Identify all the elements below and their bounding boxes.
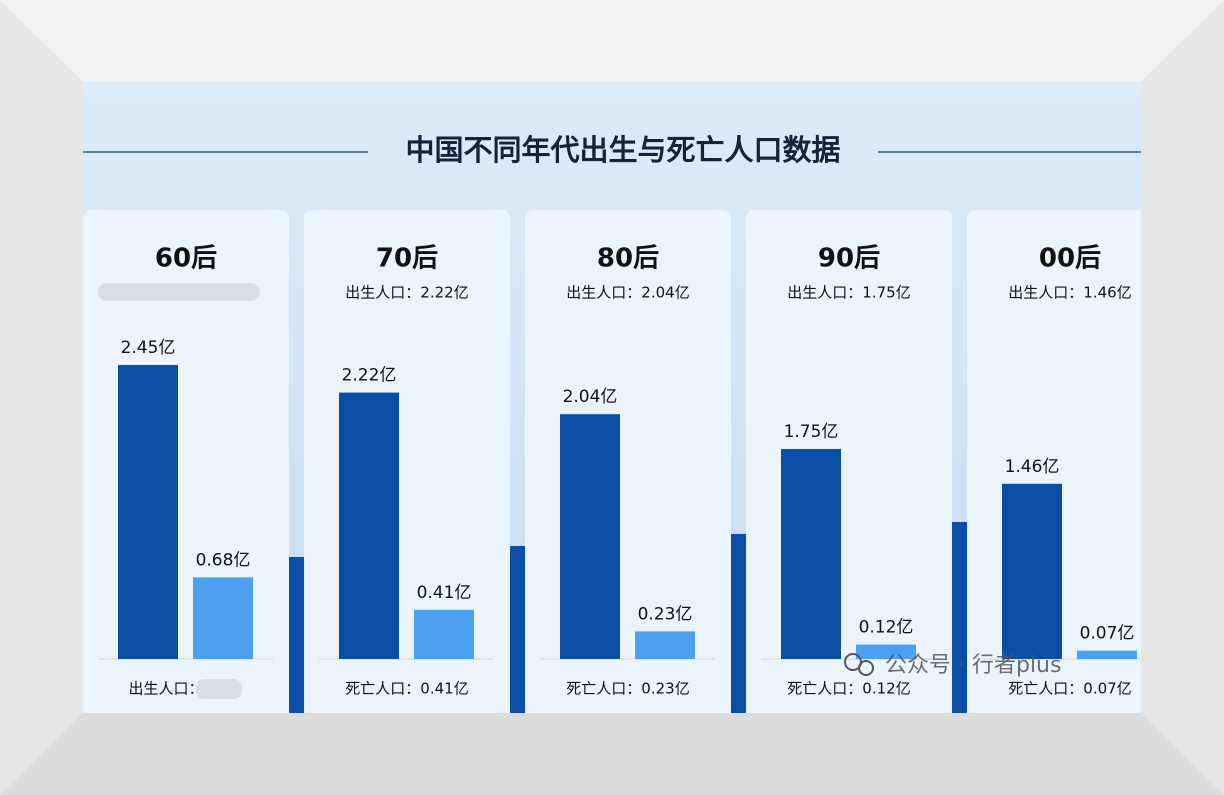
card-note: 死亡人口：0.07亿 bbox=[1008, 680, 1131, 698]
bar bbox=[193, 577, 253, 659]
bar bbox=[414, 609, 474, 659]
card-note: 死亡人口：0.41亿 bbox=[345, 680, 468, 698]
value-label: 0.12亿 bbox=[859, 618, 914, 638]
bar bbox=[1002, 483, 1062, 659]
value-label: 2.22亿 bbox=[342, 366, 397, 386]
value-label: 1.75亿 bbox=[784, 422, 839, 442]
card-title: 00后 bbox=[1039, 244, 1101, 274]
bar bbox=[1077, 650, 1137, 659]
page-title: 中国不同年代出生与死亡人口数据 bbox=[405, 133, 840, 167]
blurred-note bbox=[196, 679, 242, 699]
bar bbox=[560, 414, 620, 659]
frame-bevel bbox=[0, 0, 1224, 82]
card-note: 死亡人口：0.23亿 bbox=[566, 680, 689, 698]
blurred-subtitle bbox=[98, 283, 260, 301]
card-title: 80后 bbox=[597, 244, 659, 274]
bar bbox=[635, 631, 695, 659]
bar bbox=[781, 449, 841, 659]
value-label: 0.68亿 bbox=[196, 550, 251, 570]
value-label: 2.45亿 bbox=[121, 338, 176, 358]
divider-strip bbox=[510, 546, 526, 713]
divider-strip bbox=[952, 522, 968, 713]
card-note: 出生人口： bbox=[128, 680, 203, 698]
bar bbox=[118, 365, 178, 659]
value-label: 0.41亿 bbox=[417, 583, 472, 603]
card-note: 死亡人口：0.12亿 bbox=[787, 680, 910, 698]
card-subtitle: 出生人口：1.75亿 bbox=[787, 284, 910, 302]
divider-strip bbox=[289, 557, 305, 713]
card-subtitle: 出生人口：1.46亿 bbox=[1008, 284, 1131, 302]
divider-strip bbox=[731, 534, 747, 713]
card-title: 60后 bbox=[155, 244, 217, 274]
bar bbox=[339, 392, 399, 659]
card-title: 90后 bbox=[818, 244, 880, 274]
value-label: 0.07亿 bbox=[1080, 624, 1135, 644]
watermark-icon bbox=[858, 660, 874, 676]
card-title: 70后 bbox=[376, 244, 438, 274]
value-label: 0.23亿 bbox=[638, 604, 693, 624]
value-label: 2.04亿 bbox=[563, 387, 618, 407]
frame-bevel bbox=[0, 713, 1224, 795]
card-subtitle: 出生人口：2.04亿 bbox=[566, 284, 689, 302]
watermark: 公众号 · 行者plus bbox=[885, 653, 1061, 678]
value-label: 1.46亿 bbox=[1005, 457, 1060, 477]
bar bbox=[856, 644, 916, 659]
card-subtitle: 出生人口：2.22亿 bbox=[345, 284, 468, 302]
